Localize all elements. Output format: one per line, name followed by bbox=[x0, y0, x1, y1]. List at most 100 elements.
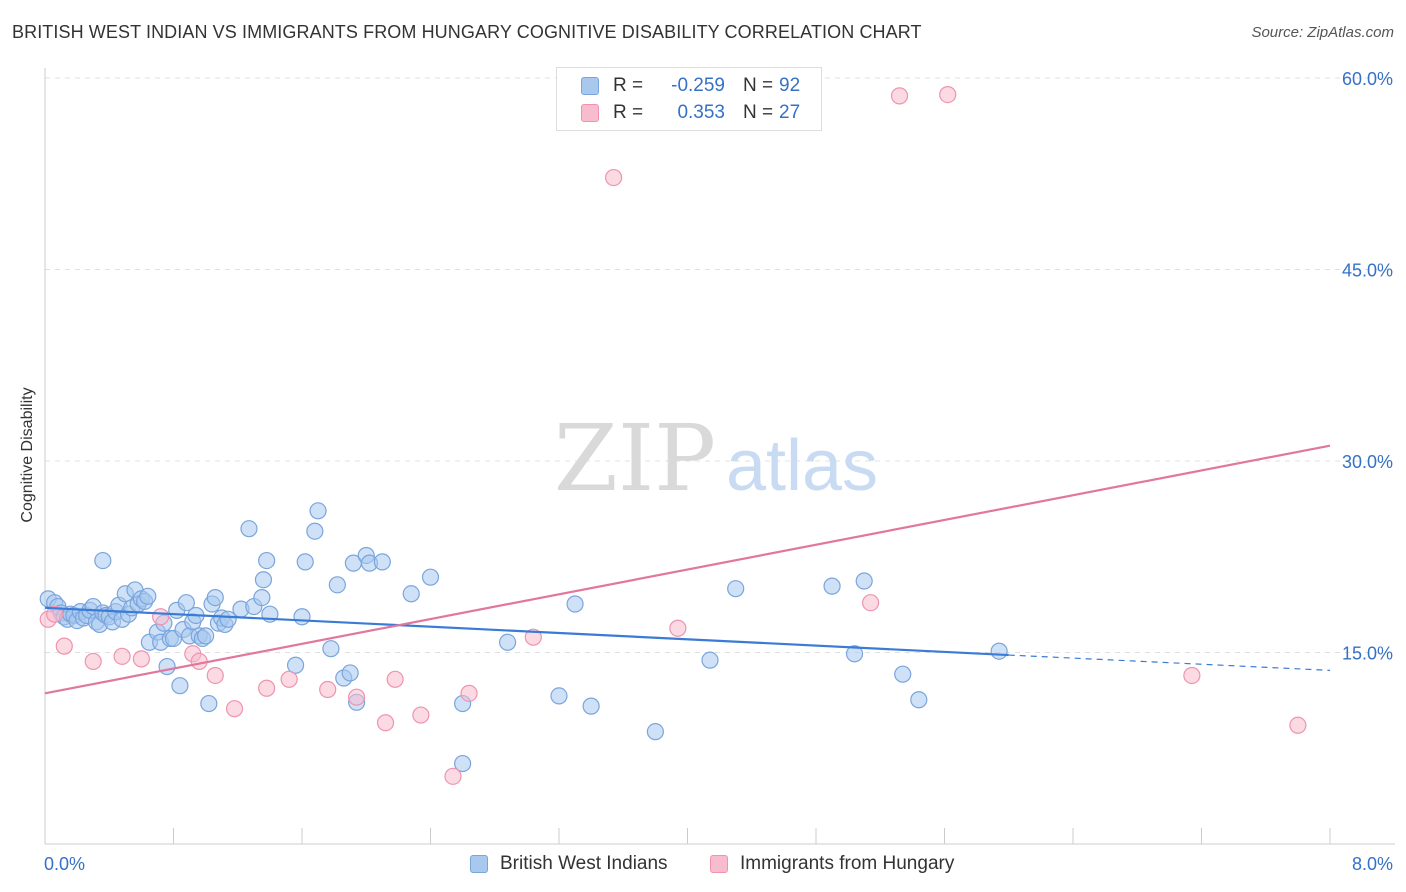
y-tick-labels: 15.0% 30.0% 45.0% 60.0% bbox=[1342, 69, 1393, 664]
data-point-pink bbox=[1289, 716, 1307, 734]
legend-r-value: -0.259 bbox=[671, 75, 725, 96]
data-point-pink bbox=[348, 688, 366, 706]
data-point-blue bbox=[240, 520, 258, 538]
legend-swatch-pink bbox=[710, 855, 728, 873]
trend-line-blue-extension bbox=[1008, 654, 1331, 671]
data-point-blue bbox=[158, 657, 176, 676]
legend-r-label: R = bbox=[613, 75, 644, 96]
data-point-blue bbox=[286, 656, 305, 674]
data-point-blue bbox=[373, 553, 391, 571]
data-point-pink bbox=[460, 684, 478, 702]
y-tick-label: 15.0% bbox=[1342, 644, 1393, 664]
data-point-pink bbox=[386, 670, 404, 688]
data-point-pink bbox=[206, 666, 224, 685]
data-point-blue bbox=[421, 568, 440, 586]
chart-title: BRITISH WEST INDIAN VS IMMIGRANTS FROM H… bbox=[12, 22, 922, 42]
legend-r-label: R = bbox=[613, 102, 644, 123]
data-point-pink bbox=[444, 767, 462, 785]
data-point-blue bbox=[855, 572, 873, 590]
data-point-pink bbox=[152, 608, 170, 626]
axes bbox=[44, 68, 1395, 845]
legend-n-value: 27 bbox=[779, 102, 801, 123]
data-point-pink bbox=[412, 706, 430, 724]
data-point-blue bbox=[177, 594, 195, 612]
data-point-blue bbox=[254, 571, 273, 589]
data-point-pink bbox=[862, 594, 880, 612]
legend-series-name: Immigrants from Hungary bbox=[740, 853, 955, 874]
data-point-blue bbox=[910, 691, 928, 709]
legend-series-name: British West Indians bbox=[500, 853, 668, 874]
stats-legend: R = -0.259 N = 92 R = 0.353 N = 27 bbox=[556, 67, 822, 131]
data-point-blue bbox=[454, 754, 472, 773]
legend-n-label: N = bbox=[743, 75, 774, 96]
bottom-legend-blue: British West Indians bbox=[470, 852, 668, 876]
x-tick-label: 0.0% bbox=[44, 854, 85, 874]
data-point-blue bbox=[328, 576, 346, 594]
data-point-blue bbox=[258, 551, 276, 570]
trend-line-blue bbox=[44, 606, 1009, 657]
data-point-blue bbox=[990, 642, 1008, 660]
data-point-pink bbox=[84, 652, 102, 671]
data-point-pink bbox=[890, 87, 909, 105]
data-point-blue bbox=[171, 677, 189, 695]
data-point-blue bbox=[341, 664, 359, 682]
data-point-pink bbox=[319, 680, 337, 699]
legend-row-pink: R = 0.353 N = 27 bbox=[581, 101, 800, 125]
data-point-blue bbox=[219, 610, 237, 628]
data-point-pink bbox=[113, 647, 131, 665]
data-point-blue bbox=[499, 633, 517, 651]
watermark: ZIP atlas bbox=[554, 405, 878, 512]
bottom-legend-pink: Immigrants from Hungary bbox=[710, 852, 954, 876]
data-point-blue bbox=[322, 640, 340, 658]
data-point-blue bbox=[253, 589, 271, 607]
data-point-blue bbox=[200, 694, 218, 713]
data-point-blue bbox=[197, 627, 215, 645]
legend-swatch-blue bbox=[470, 855, 488, 873]
series-british-west-indians bbox=[39, 502, 1008, 773]
data-point-blue bbox=[894, 665, 912, 683]
data-point-pink bbox=[669, 619, 687, 637]
data-point-blue bbox=[646, 723, 664, 741]
legend-n-label: N = bbox=[743, 102, 774, 123]
data-point-blue bbox=[306, 522, 324, 540]
data-point-blue bbox=[582, 697, 600, 715]
data-point-pink bbox=[939, 85, 957, 104]
legend-r-value: 0.353 bbox=[677, 102, 725, 123]
data-point-blue bbox=[94, 551, 112, 570]
data-point-blue bbox=[296, 553, 314, 571]
data-point-pink bbox=[258, 679, 276, 697]
data-point-pink bbox=[55, 637, 73, 655]
legend-swatch-pink bbox=[581, 104, 599, 122]
legend-n-value: 92 bbox=[779, 75, 801, 96]
trend-lines bbox=[44, 444, 1331, 695]
data-point-blue bbox=[823, 577, 841, 595]
chart-source: Source: ZipAtlas.com bbox=[1251, 24, 1394, 41]
data-point-pink bbox=[1183, 666, 1201, 685]
y-tick-label: 30.0% bbox=[1342, 452, 1393, 472]
y-tick-label: 45.0% bbox=[1342, 261, 1393, 281]
data-point-blue bbox=[550, 687, 568, 705]
y-tick-label: 60.0% bbox=[1342, 69, 1393, 89]
data-point-blue bbox=[139, 587, 157, 605]
legend-row-blue: R = -0.259 N = 92 bbox=[581, 74, 800, 98]
data-point-pink bbox=[132, 650, 150, 668]
watermark-atlas: atlas bbox=[726, 426, 878, 506]
data-point-pink bbox=[376, 714, 395, 732]
x-tick-labels: 0.0% 8.0% bbox=[44, 854, 1393, 874]
watermark-zip: ZIP bbox=[554, 405, 716, 512]
data-point-blue bbox=[566, 595, 584, 613]
data-point-pink bbox=[280, 670, 298, 688]
data-point-blue bbox=[402, 585, 420, 603]
y-axis-label: Cognitive Disability bbox=[19, 387, 36, 523]
data-point-pink bbox=[524, 628, 542, 646]
data-point-blue bbox=[701, 651, 719, 669]
gridlines bbox=[45, 77, 1395, 653]
data-point-blue bbox=[727, 580, 745, 598]
data-point-blue bbox=[309, 502, 327, 520]
data-point-blue bbox=[293, 608, 311, 626]
trend-line-pink bbox=[44, 444, 1331, 695]
data-point-pink bbox=[46, 605, 64, 623]
data-point-blue bbox=[206, 589, 224, 607]
legend-swatch-blue bbox=[581, 77, 599, 95]
